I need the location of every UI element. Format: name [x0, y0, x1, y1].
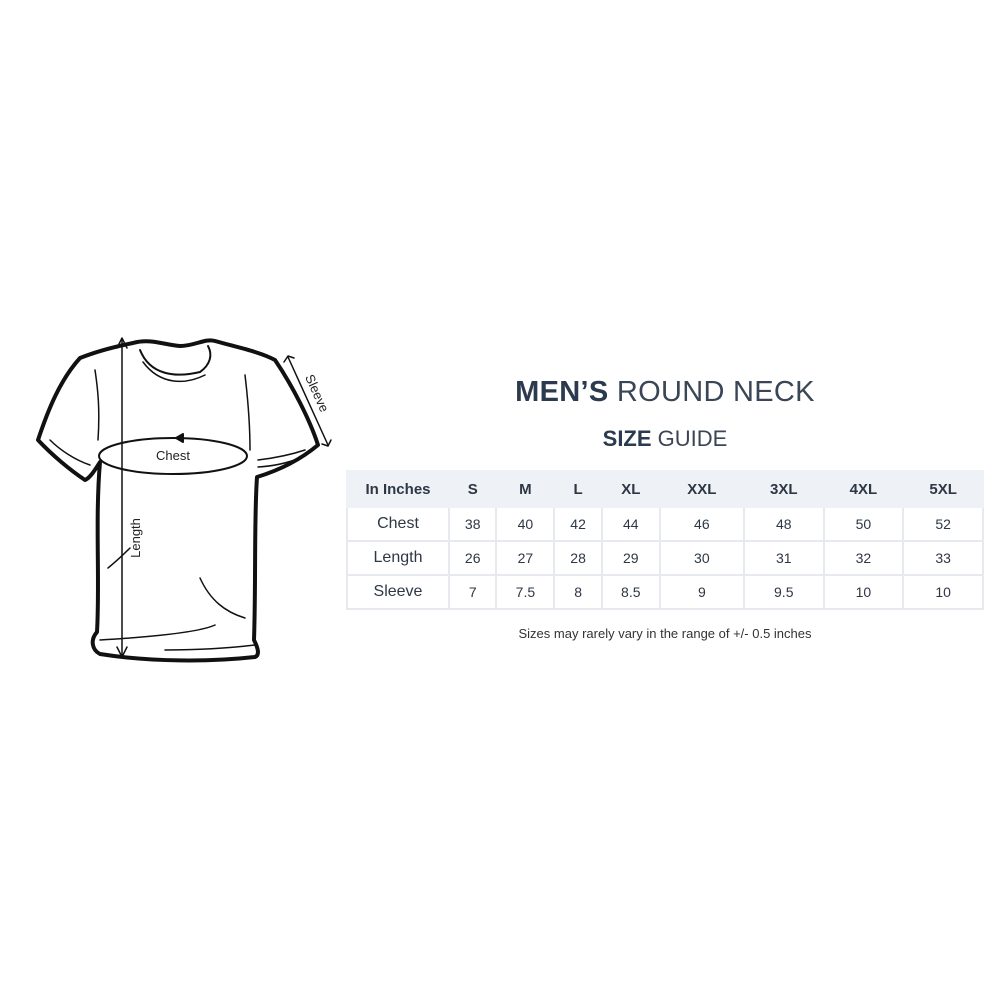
table-cell: 26 [447, 540, 498, 576]
page-subtitle: SIZE GUIDE [346, 426, 984, 452]
length-label: Length [128, 518, 143, 558]
table-cell: 46 [658, 506, 745, 542]
size-table: In Inches S M L XL XXL 3XL 4XL 5XL Chest 38 40 42 44… [346, 470, 984, 610]
table-cell: 30 [658, 540, 745, 576]
table-cell: 42 [553, 506, 603, 542]
header-size: 3XL [742, 470, 825, 508]
subtitle-bold: SIZE [602, 426, 652, 451]
table-cell: 9.5 [742, 574, 825, 610]
table-cell: 7 [447, 574, 498, 610]
header-size: 5XL [902, 470, 984, 508]
table-cell: 28 [553, 540, 603, 576]
header-size: XL [600, 470, 661, 508]
table-cell: 31 [742, 540, 825, 576]
header-size: M [495, 470, 556, 508]
row-label: Length [346, 540, 450, 576]
table-cell: 29 [600, 540, 661, 576]
page-title: MEN’S ROUND NECK [346, 376, 984, 409]
header-size: XXL [658, 470, 745, 508]
table-cell: 8.5 [600, 574, 661, 610]
table-cell: 44 [600, 506, 661, 542]
table-cell: 10 [902, 574, 984, 610]
table-cell: 52 [902, 506, 984, 542]
table-cell: 40 [495, 506, 556, 542]
table-cell: 48 [742, 506, 825, 542]
table-cell: 32 [822, 540, 905, 576]
table-cell: 50 [822, 506, 905, 542]
row-label: Chest [346, 506, 450, 542]
table-cell: 9 [658, 574, 745, 610]
header-unit: In Inches [346, 470, 450, 508]
header-size: 4XL [822, 470, 905, 508]
table-header-row: In Inches S M L XL XXL 3XL 4XL 5XL [346, 470, 984, 508]
table-cell: 7.5 [495, 574, 556, 610]
table-cell: 27 [495, 540, 556, 576]
header-size: L [553, 470, 603, 508]
title-light: ROUND NECK [616, 376, 815, 408]
chest-label: Chest [156, 448, 190, 463]
size-note: Sizes may rarely vary in the range of +/… [518, 626, 812, 641]
table-row: Chest 38 40 42 44 46 48 50 52 [346, 506, 984, 542]
header-size: S [447, 470, 498, 508]
subtitle-light: GUIDE [657, 426, 728, 451]
table-cell: 38 [447, 506, 498, 542]
sleeve-label: Sleeve [302, 372, 332, 414]
table-cell: 33 [902, 540, 984, 576]
table-row: Length 26 27 28 29 30 31 32 33 [346, 540, 984, 576]
row-label: Sleeve [346, 574, 450, 610]
table-cell: 8 [553, 574, 603, 610]
table-row: Sleeve 7 7.5 8 8.5 9 9.5 10 10 [346, 574, 984, 610]
title-bold: MEN’S [515, 376, 609, 408]
table-cell: 10 [822, 574, 905, 610]
